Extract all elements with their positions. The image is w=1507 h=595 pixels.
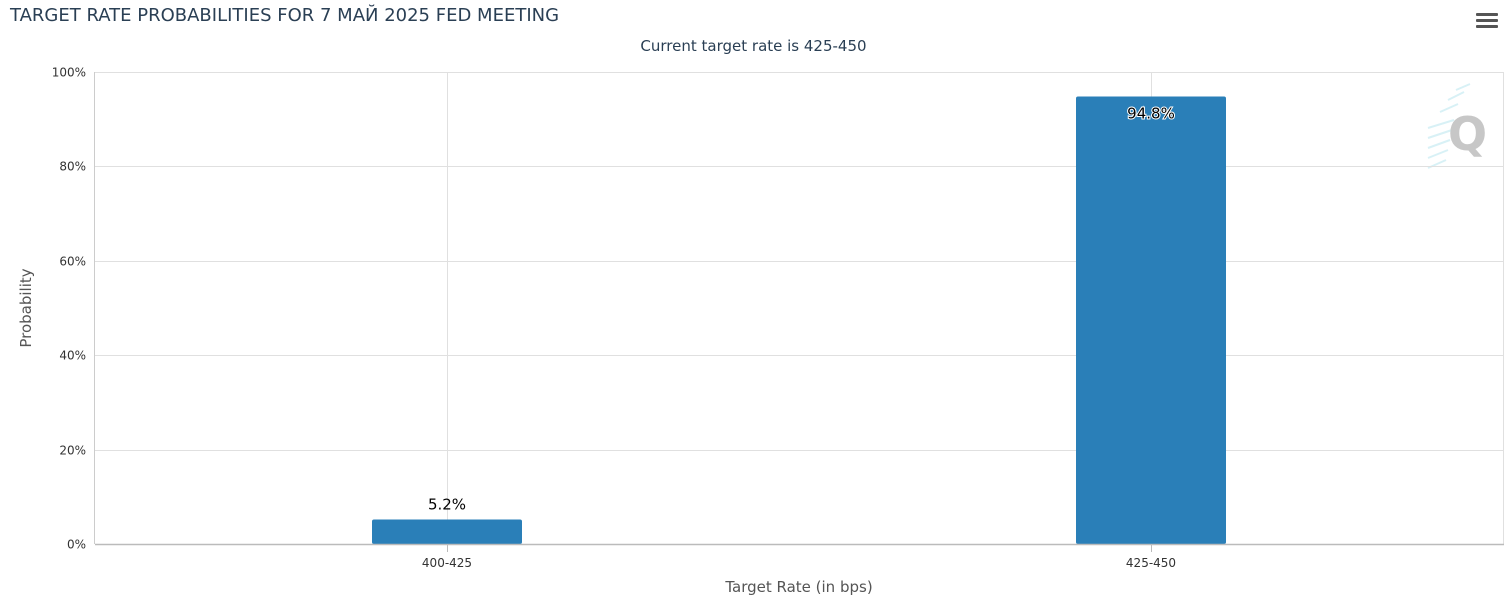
x-axis-title: Target Rate (in bps)	[724, 578, 872, 595]
y-tick-label: 40%	[59, 349, 86, 363]
x-tick-label: 425-450	[1126, 556, 1176, 570]
data-label: 5.2%	[428, 495, 466, 513]
y-tick-label: 0%	[67, 538, 86, 552]
menu-line	[1476, 19, 1498, 22]
y-axis-title: Probability	[17, 268, 35, 347]
data-label: 94.8%	[1127, 105, 1175, 123]
bar-425-450[interactable]	[1076, 96, 1226, 544]
y-tick-label: 100%	[52, 66, 86, 80]
hamburger-menu-icon[interactable]	[1474, 10, 1500, 32]
chart-subtitle: Current target rate is 425-450	[640, 37, 867, 55]
menu-line	[1476, 25, 1498, 28]
chart-title: TARGET RATE PROBABILITIES FOR 7 МАЙ 2025…	[10, 5, 560, 26]
bar-400-425[interactable]	[372, 519, 522, 544]
cme-q-logo-icon: Q	[1427, 83, 1487, 169]
svg-text:Q: Q	[1448, 107, 1487, 161]
x-tick-label: 400-425	[422, 556, 472, 570]
menu-line	[1476, 13, 1498, 16]
y-tick-label: 80%	[59, 160, 86, 174]
y-tick-label: 60%	[59, 255, 86, 269]
y-tick-label: 20%	[59, 444, 86, 458]
